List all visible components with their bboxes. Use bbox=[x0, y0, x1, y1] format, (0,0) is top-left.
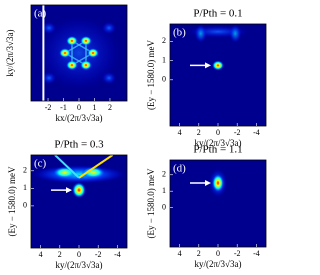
x-axis-label: ky/(2π/3√3a) bbox=[195, 138, 242, 148]
panel-label: (d) bbox=[173, 163, 186, 175]
x-tick-label: 4 bbox=[178, 128, 182, 137]
intensity-spot bbox=[80, 60, 92, 71]
y-axis-label: (Ey − 1580.0) meV bbox=[7, 166, 17, 237]
x-tick-label: 2 bbox=[58, 250, 62, 259]
x-tick-label: 0 bbox=[216, 128, 220, 137]
intensity-spot bbox=[66, 60, 78, 71]
intensity-spot bbox=[72, 182, 86, 199]
x-axis-label: kx/(2π/3√3a) bbox=[56, 113, 103, 123]
intensity-spot bbox=[102, 22, 116, 34]
x-tick-label: -2 bbox=[234, 249, 241, 258]
x-tick-label: -2 bbox=[45, 103, 52, 112]
intensity-spot bbox=[42, 22, 56, 34]
v-line bbox=[54, 155, 80, 179]
intensity-spot bbox=[212, 173, 224, 192]
y-axis-label: ky/(2π/3√3a) bbox=[5, 30, 15, 77]
y-tick-label: 0 bbox=[23, 201, 27, 210]
y-axis-label: (Ey − 1580.0) meV bbox=[146, 39, 156, 110]
heatmap bbox=[188, 24, 248, 71]
heatmap bbox=[39, 5, 119, 101]
x-tick-label: 0 bbox=[216, 249, 220, 258]
intensity-spot bbox=[59, 48, 71, 58]
heatmap bbox=[209, 168, 227, 197]
arrow-head bbox=[205, 62, 211, 69]
y-tick-label: 2 bbox=[23, 166, 27, 175]
y-tick-label: 2 bbox=[162, 170, 166, 179]
x-tick-label: -1 bbox=[60, 103, 67, 112]
heatmap bbox=[33, 155, 125, 199]
y-tick-label: 1 bbox=[23, 183, 27, 192]
y-tick-label: 0 bbox=[162, 75, 166, 84]
arrow-head bbox=[66, 187, 72, 194]
arrow-head bbox=[205, 179, 211, 186]
intensity-spot bbox=[81, 166, 106, 179]
panel-label: (c) bbox=[34, 158, 47, 170]
intensity-spot bbox=[102, 72, 116, 84]
intensity-spot bbox=[229, 24, 242, 43]
x-tick-label: 2 bbox=[108, 103, 112, 112]
panel-title: P/Pth = 1.1 bbox=[193, 144, 242, 156]
intensity-spot bbox=[33, 165, 125, 184]
y-tick-label: 0 bbox=[162, 202, 166, 211]
intensity-spot bbox=[87, 48, 99, 58]
intensity-spot bbox=[80, 35, 92, 46]
panel-title: P/Pth = 0.1 bbox=[193, 8, 242, 20]
x-tick-label: 2 bbox=[197, 128, 201, 137]
x-tick-label: -2 bbox=[95, 250, 102, 259]
intensity-spot bbox=[212, 60, 224, 71]
x-axis-label: ky/(2π/3√3a) bbox=[56, 260, 103, 270]
intensity-spot bbox=[39, 17, 119, 89]
x-tick-label: 4 bbox=[39, 250, 43, 259]
x-tick-label: -4 bbox=[253, 249, 260, 258]
panel-label: (b) bbox=[173, 27, 186, 39]
intensity-spot bbox=[194, 24, 207, 43]
x-tick-label: -2 bbox=[234, 128, 241, 137]
panel-label: (a) bbox=[34, 8, 47, 20]
v-line bbox=[78, 155, 114, 179]
plot-background bbox=[170, 24, 266, 126]
x-tick-label: 4 bbox=[178, 249, 182, 258]
x-tick-label: 1 bbox=[92, 103, 96, 112]
intensity-spot bbox=[42, 72, 56, 84]
x-tick-label: 2 bbox=[197, 249, 201, 258]
figure: (a) -2 -1 0 1 2 kx/(2π/3√3a) ky/(2π/3√3a) (b) P/P… bbox=[5, 4, 267, 270]
intensity-spot bbox=[66, 35, 78, 46]
y-axis-label: (Ey − 1580.0) meV bbox=[146, 168, 156, 239]
x-axis-label: ky/(2π/3√3a) bbox=[195, 259, 242, 269]
x-tick-label: -4 bbox=[114, 250, 121, 259]
y-tick-label: 2 bbox=[162, 36, 166, 45]
y-tick-label: 1 bbox=[162, 55, 166, 64]
x-tick-label: 0 bbox=[77, 103, 81, 112]
panel-title: P/Pth = 0.3 bbox=[54, 139, 104, 151]
x-tick-label: 0 bbox=[77, 250, 81, 259]
y-tick-label: 1 bbox=[162, 186, 166, 195]
x-tick-label: -4 bbox=[253, 128, 260, 137]
